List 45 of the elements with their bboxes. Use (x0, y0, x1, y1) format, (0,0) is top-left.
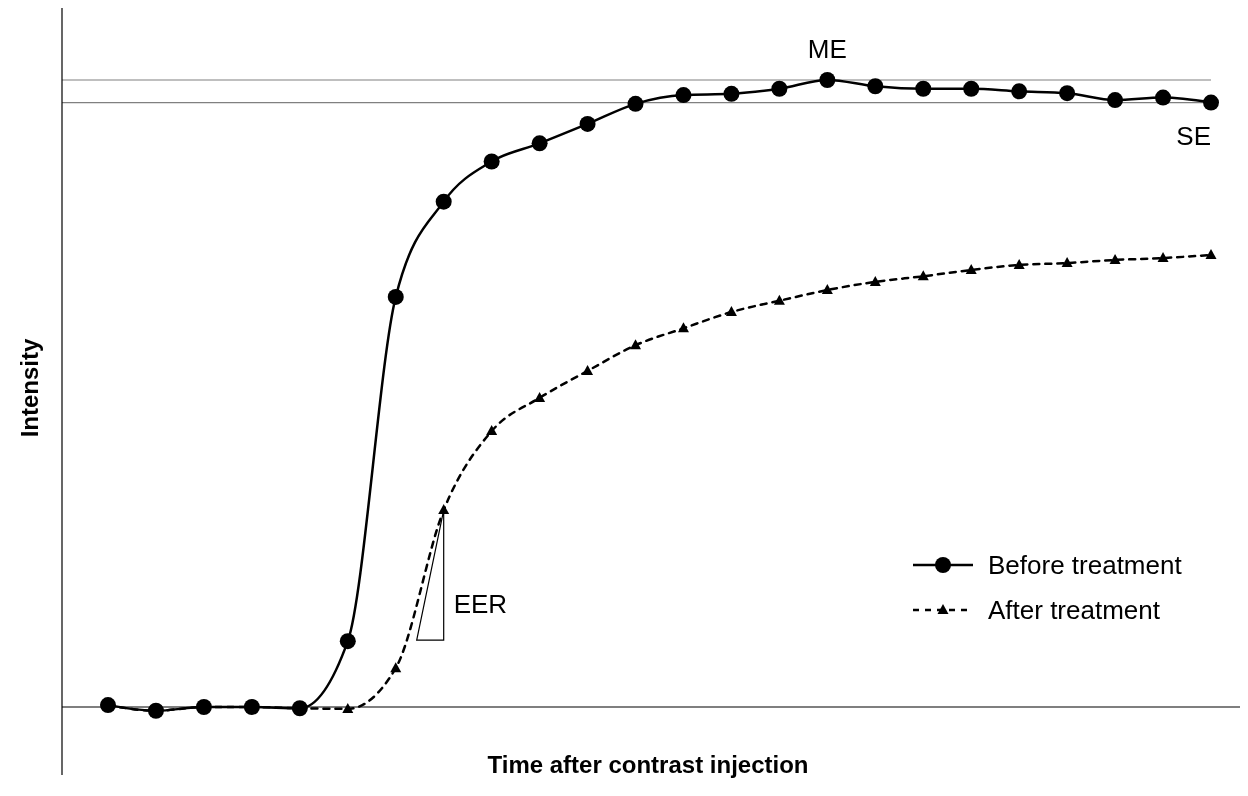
point (675, 87, 692, 104)
point (1205, 248, 1217, 259)
legend-label: After treatment (988, 595, 1161, 625)
point (1061, 257, 1073, 268)
point (1059, 85, 1076, 102)
text: ME (807, 34, 847, 64)
point (723, 85, 740, 102)
point (1107, 92, 1124, 109)
point (486, 425, 498, 436)
point (867, 78, 884, 95)
point (342, 702, 354, 713)
point (1013, 258, 1025, 269)
point (819, 72, 836, 88)
point (630, 339, 642, 350)
point (869, 275, 881, 286)
point (1157, 252, 1169, 263)
annotation: SE (1176, 120, 1211, 151)
point (1203, 94, 1219, 111)
point (773, 294, 785, 305)
point (627, 95, 644, 112)
point (677, 322, 689, 333)
point (483, 153, 500, 170)
point (1109, 253, 1121, 264)
point (771, 80, 788, 97)
point (582, 364, 594, 375)
point (579, 115, 596, 132)
point (438, 504, 450, 515)
point (1011, 83, 1028, 100)
x-axis-title: Time after contrast injection (487, 751, 809, 778)
point (531, 135, 548, 152)
point (915, 80, 932, 97)
point (390, 662, 402, 673)
annotation: EER (453, 589, 508, 620)
legend-label: Before treatment (988, 550, 1183, 580)
y-axis-title: Intensity (16, 338, 43, 438)
point (339, 633, 356, 650)
point (1155, 89, 1172, 106)
point (917, 270, 929, 281)
point (435, 193, 452, 210)
point (387, 288, 404, 305)
point (965, 263, 977, 274)
point (725, 305, 737, 316)
point (534, 391, 546, 402)
point (821, 284, 833, 295)
point (963, 80, 980, 97)
